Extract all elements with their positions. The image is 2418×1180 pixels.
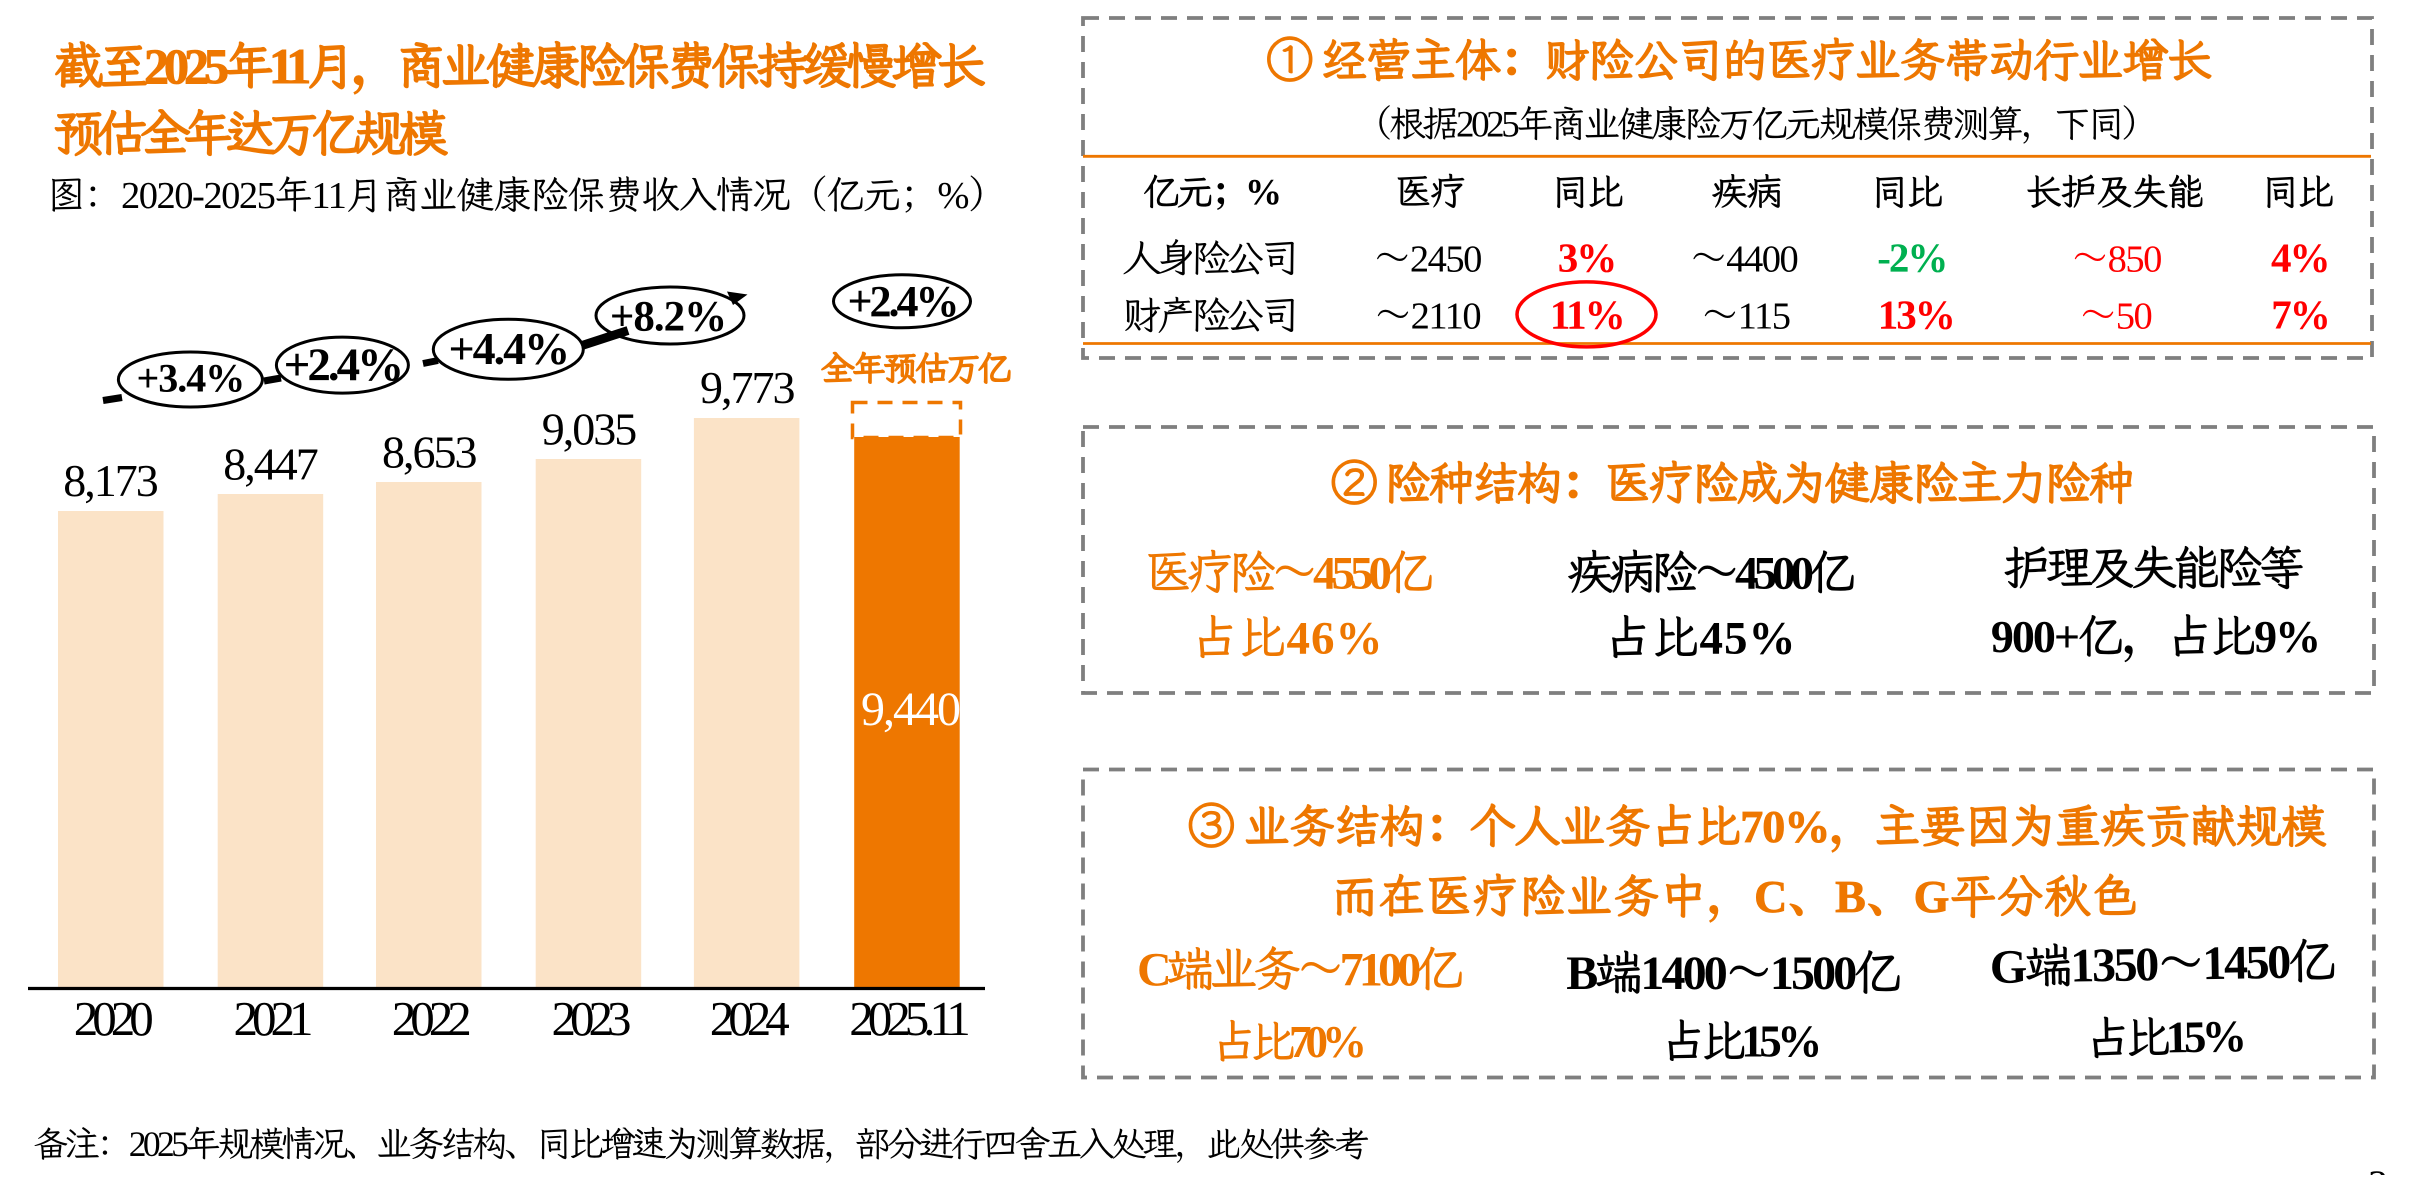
svg-text:占比46%: 占比46% <box>1191 613 1384 665</box>
svg-text:8,173: 8,173 <box>63 455 158 506</box>
svg-text:G端1350～1450亿: G端1350～1450亿 <box>1989 935 2335 994</box>
svg-text:8,447: 8,447 <box>223 439 318 490</box>
svg-text:3: 3 <box>2368 1162 2388 1175</box>
svg-text:～50: ～50 <box>2079 296 2152 338</box>
svg-text:8,653: 8,653 <box>382 427 477 478</box>
svg-text:预估全年达万亿规模: 预估全年达万亿规模 <box>54 106 448 162</box>
svg-text:～115: ～115 <box>1701 296 1790 338</box>
svg-text:护理及失能险等: 护理及失能险等 <box>2003 543 2303 595</box>
svg-text:同比: 同比 <box>1552 173 1623 214</box>
svg-text:备注：2025年规模情况、业务结构、同比增速为测算数据，部分: 备注：2025年规模情况、业务结构、同比增速为测算数据，部分进行四舍五入处理，此… <box>33 1124 1369 1164</box>
svg-text:9,440: 9,440 <box>861 683 960 736</box>
svg-text:11%: 11% <box>1550 292 1624 338</box>
svg-text:疾病: 疾病 <box>1711 173 1781 214</box>
svg-text:2022: 2022 <box>392 991 470 1046</box>
svg-text:占比15%: 占比15% <box>2084 1011 2243 1064</box>
svg-text:+2.4%: +2.4% <box>284 339 402 391</box>
svg-text:2025.11: 2025.11 <box>849 991 968 1046</box>
svg-text:9,773: 9,773 <box>700 362 795 413</box>
svg-text:截至2025年11月，商业健康险保费保持缓慢增长: 截至2025年11月，商业健康险保费保持缓慢增长 <box>54 38 985 95</box>
svg-text:人身险公司: 人身险公司 <box>1122 238 1295 281</box>
svg-text:4%: 4% <box>2271 235 2329 281</box>
svg-text:-2%: -2% <box>1877 235 1946 281</box>
svg-text:同比: 同比 <box>2262 173 2333 214</box>
svg-text:医疗: 医疗 <box>1395 173 1465 214</box>
svg-text:① 经营主体：财险公司的医疗业务带动行业增长: ① 经营主体：财险公司的医疗业务带动行业增长 <box>1267 35 2212 86</box>
svg-text:③ 业务结构：个人业务占比70%，主要因为重疾贡献规模: ③ 业务结构：个人业务占比70%，主要因为重疾贡献规模 <box>1188 801 2326 853</box>
svg-text:占比45%: 占比45% <box>1604 613 1797 665</box>
svg-text:+4.4%: +4.4% <box>448 323 568 374</box>
svg-text:图：2020-2025年11月商业健康险保费收入情况（亿元；: 图：2020-2025年11月商业健康险保费收入情况（亿元；%） <box>47 175 1005 217</box>
svg-text:而在医疗险业务中，C、B、G平分秋色: 而在医疗险业务中，C、B、G平分秋色 <box>1332 871 2138 923</box>
svg-text:～2110: ～2110 <box>1374 296 1481 338</box>
svg-text:～4400: ～4400 <box>1689 239 1797 281</box>
svg-text:亿元；%: 亿元；% <box>1143 173 1279 214</box>
svg-text:（根据2025年商业健康险万亿元规模保费测算，下同）: （根据2025年商业健康险万亿元规模保费测算，下同） <box>1355 105 2155 146</box>
svg-text:长护及失能: 长护及失能 <box>2025 173 2203 214</box>
svg-text:B端1400～1500亿: B端1400～1500亿 <box>1566 947 1900 1000</box>
svg-text:医疗险～4550亿: 医疗险～4550亿 <box>1145 548 1432 600</box>
svg-text:② 险种结构：医疗险成为健康险主力险种: ② 险种结构：医疗险成为健康险主力险种 <box>1331 458 2133 509</box>
svg-text:7%: 7% <box>2271 292 2329 338</box>
svg-text:2024: 2024 <box>710 991 790 1046</box>
svg-text:～2450: ～2450 <box>1373 239 1481 281</box>
svg-text:900+亿，占比9%: 900+亿，占比9% <box>1991 611 2319 663</box>
svg-text:～850: ～850 <box>2071 239 2162 281</box>
svg-text:3%: 3% <box>1558 235 1616 281</box>
svg-text:财产险公司: 财产险公司 <box>1122 295 1295 338</box>
svg-text:疾病险～4500亿: 疾病险～4500亿 <box>1567 548 1854 600</box>
svg-text:+8.2%: +8.2% <box>610 294 726 341</box>
svg-text:2021: 2021 <box>234 991 312 1046</box>
svg-text:同比: 同比 <box>1871 173 1942 214</box>
svg-text:占比70%: 占比70% <box>1211 1017 1363 1067</box>
svg-text:全年预估万亿: 全年预估万亿 <box>821 351 1011 388</box>
svg-text:+3.4%: +3.4% <box>137 356 245 401</box>
svg-text:+2.4%: +2.4% <box>847 277 956 326</box>
svg-text:C端业务～7100亿: C端业务～7100亿 <box>1137 944 1462 997</box>
svg-text:13%: 13% <box>1878 292 1954 338</box>
svg-text:占比15%: 占比15% <box>1660 1017 1818 1067</box>
svg-text:9,035: 9,035 <box>542 404 637 455</box>
svg-text:2020: 2020 <box>74 991 153 1046</box>
svg-text:2023: 2023 <box>552 991 631 1046</box>
